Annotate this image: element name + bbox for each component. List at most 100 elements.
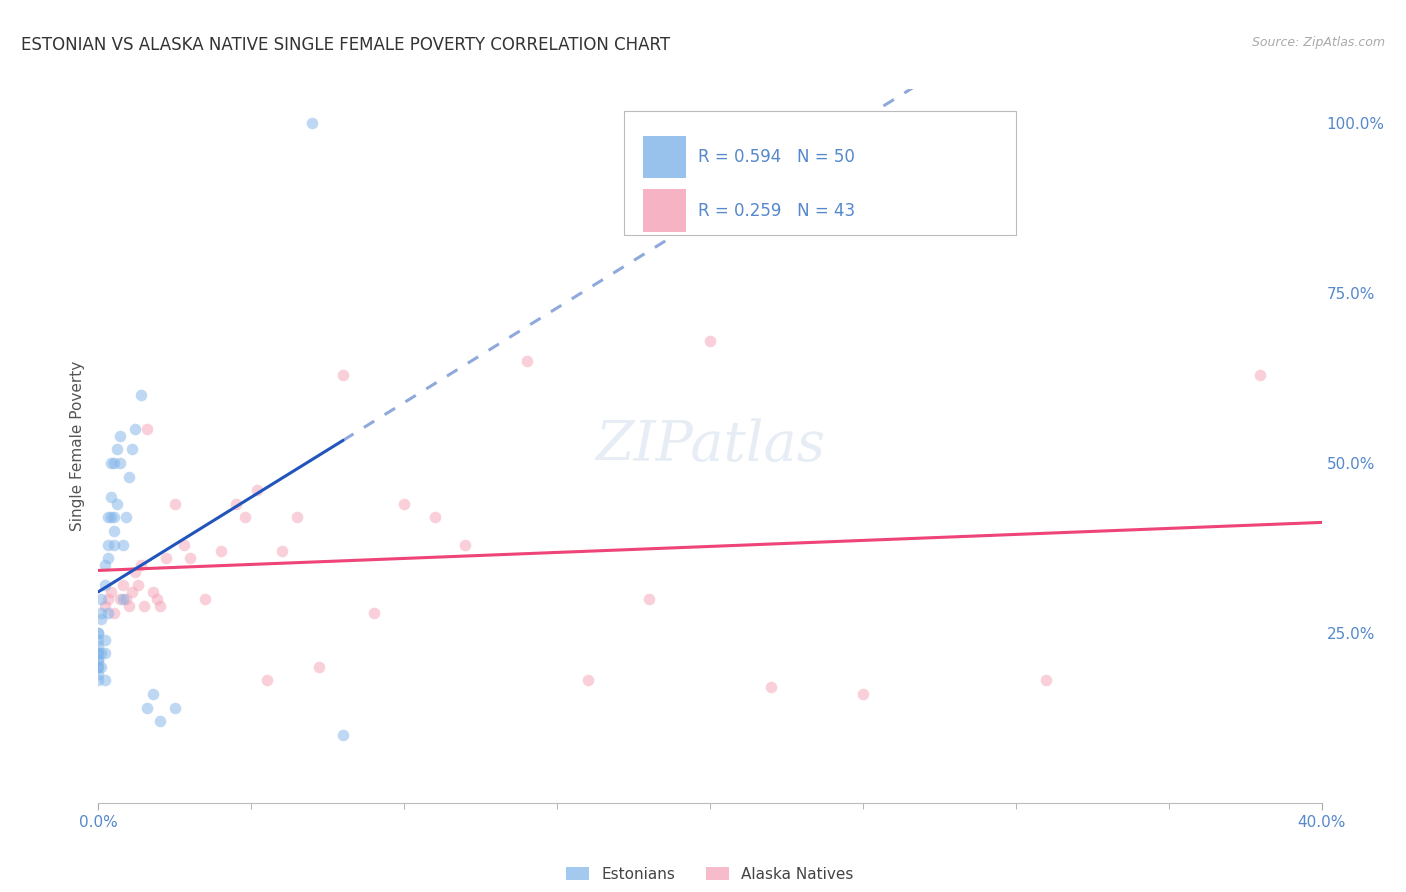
- Point: [225, 497, 247, 511]
- Bar: [643, 136, 686, 178]
- Point: [93, 646, 115, 660]
- Point: [97, 537, 120, 551]
- Point: [699, 334, 721, 348]
- Point: [285, 510, 308, 524]
- Point: [108, 456, 131, 470]
- Point: [136, 422, 159, 436]
- Point: [142, 687, 165, 701]
- Point: [127, 578, 149, 592]
- Point: [90, 646, 112, 660]
- Point: [87, 666, 110, 681]
- Point: [100, 510, 122, 524]
- Point: [105, 442, 128, 457]
- Point: [270, 544, 292, 558]
- Point: [134, 599, 156, 613]
- Point: [90, 591, 112, 606]
- Point: [103, 606, 125, 620]
- Point: [97, 510, 120, 524]
- Point: [103, 510, 125, 524]
- Point: [108, 591, 131, 606]
- Point: [97, 591, 120, 606]
- Point: [87, 673, 110, 688]
- Point: [93, 599, 115, 613]
- Point: [149, 714, 172, 729]
- Point: [246, 483, 269, 498]
- Point: [93, 558, 115, 572]
- Point: [576, 673, 599, 688]
- Point: [759, 680, 782, 694]
- Point: [149, 599, 172, 613]
- Legend: Estonians, Alaska Natives: Estonians, Alaska Natives: [561, 861, 859, 888]
- Point: [87, 626, 110, 640]
- Point: [173, 537, 195, 551]
- Point: [87, 653, 110, 667]
- Point: [129, 558, 152, 572]
- Text: ZIPatlas: ZIPatlas: [595, 418, 825, 474]
- Bar: [643, 189, 686, 232]
- Point: [118, 599, 141, 613]
- Point: [108, 429, 131, 443]
- Point: [87, 653, 110, 667]
- Point: [145, 591, 167, 606]
- Point: [852, 687, 875, 701]
- Point: [103, 537, 125, 551]
- Point: [124, 565, 146, 579]
- Point: [87, 640, 110, 654]
- Point: [124, 422, 146, 436]
- Point: [332, 368, 354, 382]
- Point: [111, 578, 134, 592]
- Point: [100, 585, 122, 599]
- Point: [308, 660, 330, 674]
- Text: Source: ZipAtlas.com: Source: ZipAtlas.com: [1251, 36, 1385, 49]
- Point: [87, 660, 110, 674]
- Point: [155, 551, 177, 566]
- Point: [256, 673, 278, 688]
- Text: R = 0.259   N = 43: R = 0.259 N = 43: [697, 202, 855, 219]
- Point: [121, 442, 143, 457]
- Point: [363, 606, 385, 620]
- Point: [136, 700, 159, 714]
- Point: [142, 585, 165, 599]
- Point: [100, 490, 122, 504]
- Point: [194, 591, 217, 606]
- Point: [87, 646, 110, 660]
- Point: [115, 510, 138, 524]
- Point: [90, 612, 112, 626]
- Point: [93, 673, 115, 688]
- Point: [100, 456, 122, 470]
- Y-axis label: Single Female Poverty: Single Female Poverty: [69, 361, 84, 531]
- Point: [87, 626, 110, 640]
- Point: [97, 551, 120, 566]
- Point: [97, 606, 120, 620]
- Point: [103, 456, 125, 470]
- Point: [111, 591, 134, 606]
- Point: [93, 578, 115, 592]
- Point: [121, 585, 143, 599]
- Point: [1035, 673, 1057, 688]
- Point: [90, 660, 112, 674]
- Point: [93, 632, 115, 647]
- Point: [87, 646, 110, 660]
- Text: ESTONIAN VS ALASKA NATIVE SINGLE FEMALE POVERTY CORRELATION CHART: ESTONIAN VS ALASKA NATIVE SINGLE FEMALE …: [21, 36, 671, 54]
- Point: [90, 606, 112, 620]
- Point: [1249, 368, 1271, 382]
- Point: [103, 524, 125, 538]
- Point: [516, 354, 538, 368]
- Point: [118, 469, 141, 483]
- Point: [454, 537, 477, 551]
- Point: [233, 510, 256, 524]
- Point: [87, 632, 110, 647]
- Point: [105, 497, 128, 511]
- Point: [423, 510, 446, 524]
- Point: [163, 700, 186, 714]
- Point: [301, 116, 323, 130]
- Point: [115, 591, 138, 606]
- Point: [163, 497, 186, 511]
- Point: [392, 497, 416, 511]
- Point: [209, 544, 232, 558]
- Point: [637, 591, 661, 606]
- Point: [87, 660, 110, 674]
- Point: [111, 537, 134, 551]
- Point: [129, 388, 152, 402]
- FancyBboxPatch shape: [624, 111, 1015, 235]
